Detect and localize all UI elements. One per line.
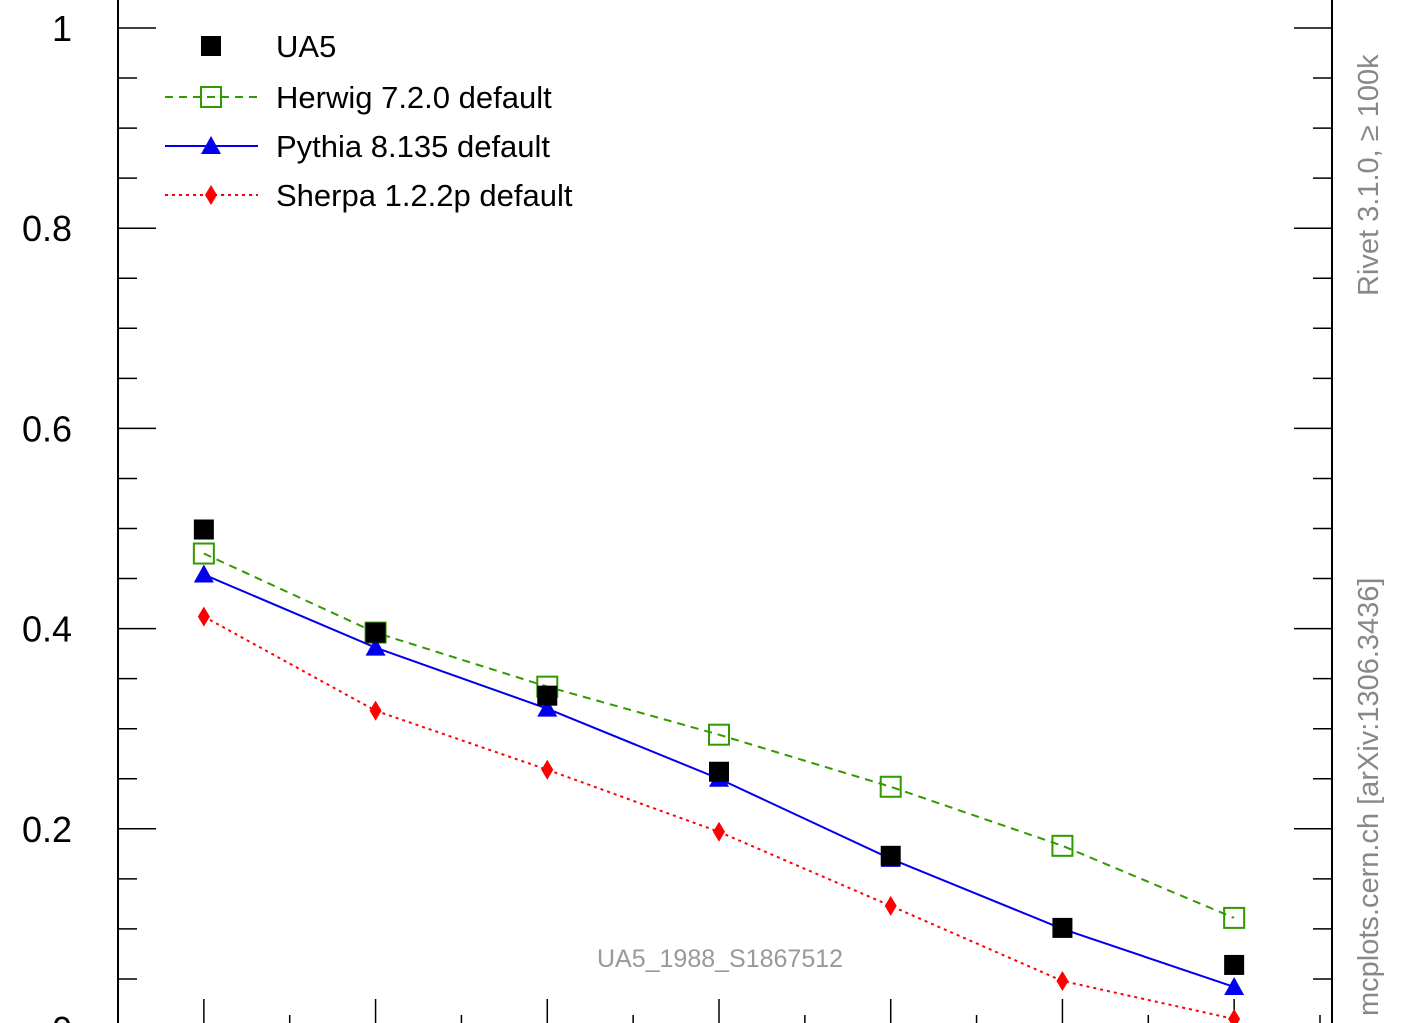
legend-entry: Sherpa 1.2.2p default [165,178,573,213]
legend-entry: Herwig 7.2.0 default [165,80,552,115]
data-point [879,775,902,798]
y-tick-label: 0.2 [22,809,72,850]
series-line [203,552,1235,919]
data-point [1223,906,1246,929]
data-point [1224,954,1245,975]
series-sherpa-1-2-2p-default [197,606,1241,1023]
data-point [1228,1008,1241,1023]
mcplots-source-label: mcplots.cern.ch [arXiv:1306.3436] [1353,578,1385,1016]
series-ua5 [193,519,1245,975]
data-point [537,698,558,717]
legend-label: UA5 [276,29,336,64]
data-point [1056,970,1069,991]
series-herwig-7-2-0-default [192,542,1246,929]
data-point [197,606,210,627]
y-tick-label: 1 [52,8,72,49]
legend-marker [205,185,217,205]
data-point [192,542,215,565]
legend: UA5 Herwig 7.2.0 default Pythia 8.135 defa… [165,29,573,213]
data-point [541,759,554,780]
y-axis-ticks: 0 0.2 0.4 0.6 0.8 1 [22,8,1332,1023]
data-point [193,519,214,540]
legend-marker [201,36,221,56]
legend-marker [200,86,222,108]
legend-entry: Pythia 8.135 default [165,129,550,164]
y-tick-label: 0.8 [22,208,72,249]
data-point [713,821,725,842]
data-point [537,685,558,706]
legend-label: Herwig 7.2.0 default [276,80,552,115]
data-point [880,845,901,866]
data-point [193,564,214,583]
data-point [369,700,382,721]
y-tick-label: 0.4 [22,609,72,650]
data-point [1052,917,1073,938]
legend-label: Pythia 8.135 default [276,129,550,164]
x-axis-ticks [117,999,1321,1023]
legend-label: Sherpa 1.2.2p default [276,178,573,213]
data-point [1224,976,1245,995]
data-point [365,637,386,656]
legend-entry: UA5 [201,29,336,64]
plot-frame [117,0,1333,1023]
legend-marker [201,136,221,154]
data-point [884,895,897,916]
data-point [365,622,386,643]
data-point [1051,834,1074,857]
data-point [708,723,730,746]
series-layer [192,519,1246,1023]
rivet-version-label: Rivet 3.1.0, ≥ 100k [1353,54,1385,296]
data-point [709,761,729,782]
y-tick-label: 0 [52,1009,72,1023]
y-tick-label: 0.6 [22,408,72,449]
analysis-id-label: UA5_1988_S1867512 [597,945,843,973]
